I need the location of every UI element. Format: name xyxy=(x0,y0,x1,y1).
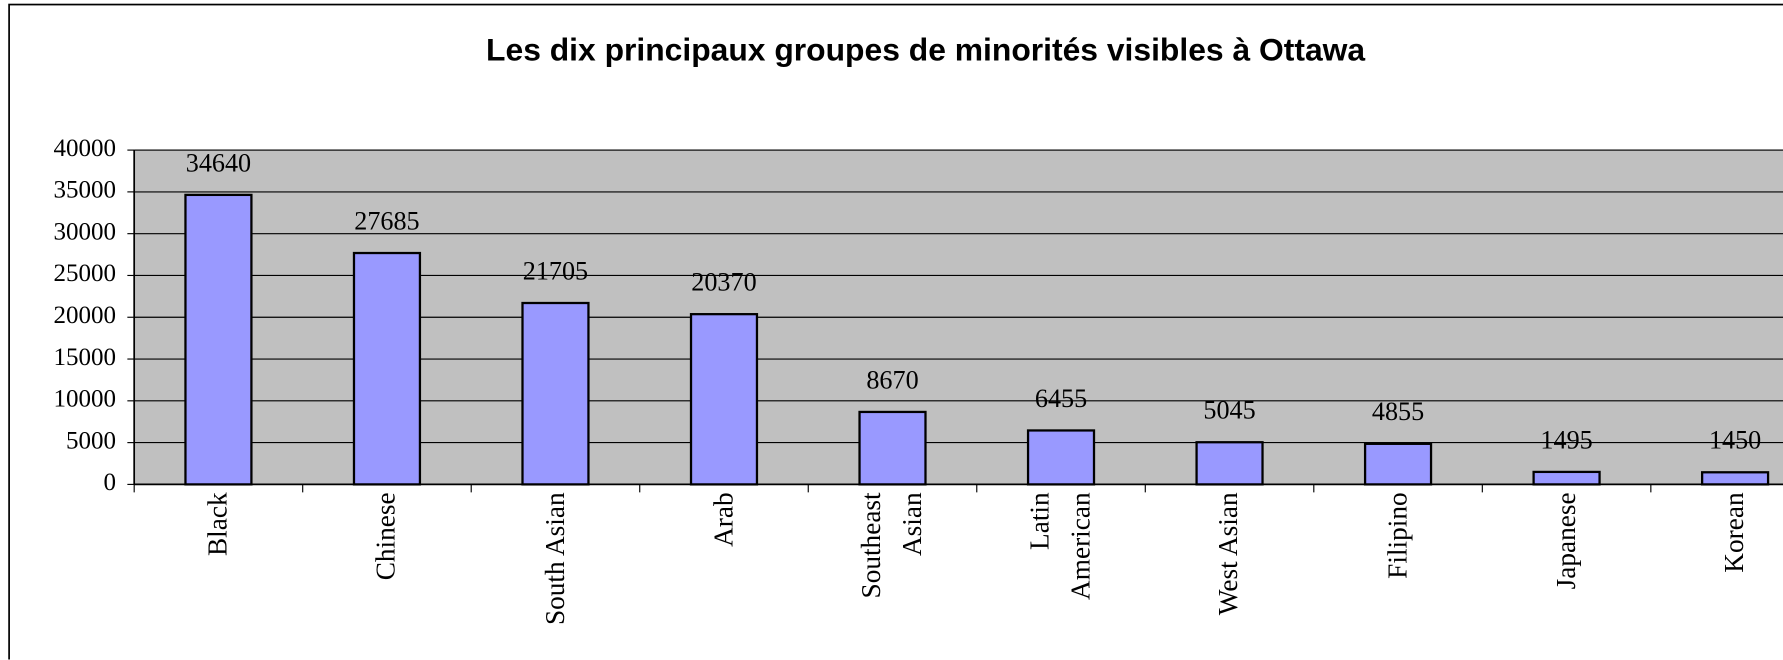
data-label: 20370 xyxy=(691,268,756,297)
data-label: 5045 xyxy=(1203,396,1255,425)
data-label: 6455 xyxy=(1035,384,1087,413)
data-label: 8670 xyxy=(866,365,918,394)
bar xyxy=(1700,471,1770,486)
x-tick-label: Japanese xyxy=(1551,492,1582,590)
x-tick-label: Arab xyxy=(709,492,739,547)
x-tick-label: Chinese xyxy=(372,492,402,581)
data-label: 21705 xyxy=(523,256,588,285)
bar xyxy=(521,301,590,486)
bar xyxy=(1026,429,1096,486)
bar xyxy=(689,313,759,486)
y-tick-label: 30000 xyxy=(53,218,115,245)
x-tick-label: Filipino xyxy=(1383,492,1413,579)
y-tick-label: 40000 xyxy=(53,135,115,162)
data-label: 1495 xyxy=(1540,425,1592,454)
data-label: 4855 xyxy=(1372,397,1424,426)
data-label: 1450 xyxy=(1709,426,1761,455)
bar xyxy=(1363,442,1433,486)
x-tick-label: Korean xyxy=(1720,492,1750,573)
data-label: 34640 xyxy=(186,148,251,177)
bar xyxy=(1532,470,1601,486)
y-tick-label: 5000 xyxy=(66,427,116,454)
bar xyxy=(1195,441,1264,486)
bar xyxy=(858,410,927,486)
data-label: 27685 xyxy=(354,206,419,235)
bar xyxy=(352,251,422,486)
chart-title: Les dix principaux groupes de minorités … xyxy=(486,32,1365,68)
bar xyxy=(184,193,253,486)
x-tick-label: Black xyxy=(203,492,234,557)
x-tick-label: South Asian xyxy=(540,492,571,626)
y-tick-label: 35000 xyxy=(53,177,115,204)
y-tick-label: 20000 xyxy=(53,302,115,329)
y-tick-label: 0 xyxy=(103,469,116,496)
x-tick-label: Southeast Asian xyxy=(857,492,928,599)
y-tick-label: 15000 xyxy=(53,344,115,371)
y-tick-label: 10000 xyxy=(53,386,115,413)
y-tick-label: 25000 xyxy=(53,260,115,287)
x-tick-label: Latin American xyxy=(1025,492,1097,600)
x-tick-label: West Asian xyxy=(1214,492,1245,616)
